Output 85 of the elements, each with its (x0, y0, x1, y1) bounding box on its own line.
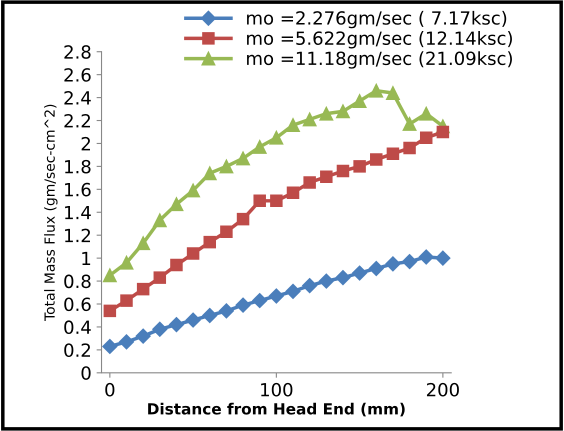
y-tick-label: 2.4 (64, 91, 91, 104)
point (170, 258, 183, 272)
point (269, 130, 284, 145)
point (102, 338, 118, 354)
point (320, 170, 333, 183)
point (186, 184, 200, 198)
point (302, 112, 317, 126)
point (369, 84, 384, 98)
point (420, 131, 432, 144)
point (318, 274, 334, 289)
y-axis-title: Total Mass Flux (gm/sec-cm^2) (44, 104, 58, 322)
point (220, 226, 233, 238)
point (202, 308, 218, 324)
point (154, 271, 166, 284)
point (268, 288, 284, 304)
y-tick-label: 0.4 (64, 320, 91, 334)
point (236, 212, 250, 226)
point (386, 86, 400, 100)
y-tick-label: 0 (82, 366, 91, 380)
point (319, 106, 334, 121)
point (202, 166, 217, 180)
legend-label: mo =2.276gm/sec ( 7.17ksc) (247, 10, 506, 28)
point (419, 106, 434, 121)
point (102, 268, 117, 282)
point (435, 250, 450, 266)
point (252, 293, 268, 308)
point (136, 328, 151, 344)
y-tick-label: 2.6 (64, 68, 91, 82)
point (253, 194, 266, 208)
y-tick-label: 2 (82, 136, 90, 150)
point (120, 256, 134, 270)
legend-label: mo =5.622gm/sec (12.14ksc) (247, 31, 512, 48)
y-tick-label: 1.8 (65, 160, 91, 174)
point (136, 282, 150, 296)
x-axis-title: Distance from Head End (mm) (148, 402, 405, 416)
point (120, 294, 133, 307)
point (186, 312, 201, 328)
point (104, 304, 116, 318)
point (136, 236, 150, 250)
legend-label: mo =11.18gm/sec (21.09ksc) (247, 51, 512, 69)
x-tick-label: 0 (105, 382, 114, 397)
point (336, 104, 350, 118)
point (235, 298, 251, 313)
point (252, 140, 267, 154)
point (386, 148, 400, 160)
point (436, 126, 450, 138)
point (418, 249, 434, 265)
y-tick-label: 2.8 (64, 45, 91, 59)
x-tick-label: 200 (426, 382, 459, 397)
point (204, 236, 216, 248)
point (219, 159, 234, 174)
point (402, 117, 417, 131)
point (286, 118, 300, 132)
point (236, 151, 250, 166)
point (403, 142, 416, 154)
point (303, 176, 316, 189)
point (368, 260, 384, 276)
point (370, 153, 383, 166)
point (285, 284, 301, 299)
y-tick-label: 0.6 (64, 297, 91, 312)
y-tick-label: 0.8 (64, 274, 91, 288)
point (218, 303, 234, 318)
point (168, 317, 184, 332)
y-tick-label: 1.4 (65, 206, 91, 220)
point (352, 265, 368, 281)
point (152, 322, 168, 337)
point (152, 213, 167, 228)
point (402, 254, 418, 270)
point (186, 247, 200, 260)
point (270, 194, 283, 208)
point (336, 164, 350, 178)
point (170, 197, 184, 212)
point (286, 186, 300, 200)
y-tick-label: 1.6 (65, 182, 91, 196)
y-tick-label: 1.2 (65, 228, 90, 242)
y-tick-label: 2.2 (64, 114, 90, 128)
point (118, 334, 134, 350)
x-tick-label: 100 (261, 382, 292, 397)
point (353, 160, 366, 173)
point (352, 94, 367, 108)
y-tick-label: 0.2 (64, 343, 90, 357)
point (302, 278, 318, 294)
y-tick-label: 1 (82, 252, 90, 265)
point (385, 256, 400, 272)
point (335, 270, 351, 286)
